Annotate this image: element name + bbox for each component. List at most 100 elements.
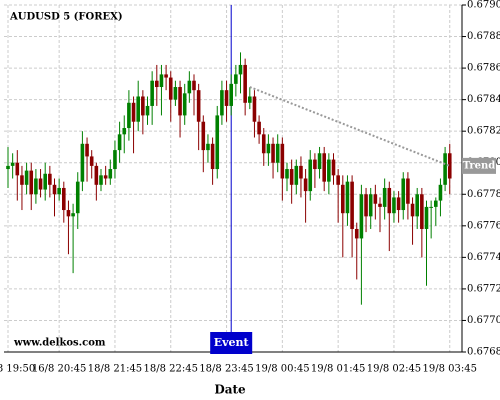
x-tick-label: 18/8 19:50 [0, 364, 35, 375]
candle-body [136, 96, 140, 122]
y-tick-label: 0.6778 [467, 189, 500, 200]
candle-body [113, 150, 117, 170]
candle-body [145, 105, 150, 116]
candle-body [122, 128, 127, 135]
candle-body [289, 169, 294, 185]
y-tick-label: 0.6770 [467, 315, 500, 326]
candle-body [396, 197, 401, 211]
candle-body [229, 83, 233, 106]
x-tick-label: 19/8 01:45 [311, 364, 365, 375]
candle-body [410, 203, 415, 217]
candle-body [341, 184, 345, 214]
candle-body [75, 181, 80, 214]
candle-body [43, 173, 47, 190]
candle-body [406, 178, 410, 204]
candle-body [20, 175, 24, 185]
candle-body [85, 143, 89, 157]
x-tick-label: 18/8 22:45 [144, 364, 198, 375]
candle-body [52, 184, 57, 195]
x-tick-label: 19/8 00:45 [255, 364, 309, 375]
event-label-box [210, 332, 253, 354]
candle-body [327, 159, 331, 182]
candle-body [127, 102, 131, 129]
trend-label: Trend [463, 160, 496, 171]
candle-body [401, 178, 406, 211]
candle-body [178, 87, 182, 116]
candle-body [220, 90, 224, 116]
candle-body [108, 169, 113, 179]
candle-body [224, 90, 229, 106]
candle-body [62, 187, 66, 211]
candle-body [382, 187, 387, 207]
candle-body [201, 121, 206, 151]
candle-body [420, 194, 424, 229]
candle-body [80, 143, 85, 182]
candle-body [192, 80, 196, 91]
event-label: Event [214, 336, 250, 349]
candle-body [131, 102, 136, 122]
candle-body [308, 159, 313, 192]
candle-body [429, 206, 433, 208]
candle-body [336, 175, 340, 185]
chart-title: AUDUSD 5 (FOREX) [9, 12, 123, 23]
y-tick-label: 0.6776 [467, 220, 500, 231]
y-tick-label: 0.6784 [467, 94, 500, 105]
candle-body [331, 159, 336, 176]
candle-body [234, 74, 238, 84]
x-axis-label: Date [214, 383, 246, 397]
candle-body [280, 143, 285, 179]
candle-body [168, 77, 173, 100]
candle-body [266, 143, 271, 154]
x-tick-label: 19/8 03:45 [423, 364, 477, 375]
candle-body [275, 143, 280, 163]
candle-body [89, 156, 94, 166]
candle-body [173, 87, 178, 100]
candle-body [150, 80, 154, 106]
candle-body [71, 213, 75, 217]
candle-body [359, 194, 364, 239]
watermark: www.delkos.com [13, 338, 106, 349]
candle-body [99, 175, 103, 185]
candle-body [24, 170, 29, 185]
candle-body [141, 96, 145, 116]
candle-body [238, 64, 243, 75]
candle-body [378, 203, 382, 207]
trend-label-box [462, 157, 496, 174]
candle-body [103, 175, 108, 179]
candle-body [294, 165, 299, 185]
candle-body [271, 143, 275, 163]
candle-body [164, 74, 168, 78]
y-tick-label: 0.6768 [467, 347, 500, 358]
x-tick-label: 18/8 23:45 [199, 364, 253, 375]
candle-body [215, 115, 220, 170]
candle-body [392, 197, 396, 214]
candle-body [317, 153, 322, 170]
candle-body [261, 134, 266, 154]
y-tick-label: 0.6786 [467, 63, 500, 74]
y-tick-label: 0.6772 [467, 283, 500, 294]
candle-body [373, 194, 378, 204]
candle-body [187, 80, 192, 94]
candle-body [438, 184, 443, 201]
candle-body [387, 187, 392, 214]
y-tick-label: 0.6788 [467, 31, 500, 42]
candle-body [159, 74, 164, 88]
candle-body [424, 206, 429, 229]
candle-body [443, 153, 447, 185]
x-tick-label: 16/8 20:45 [32, 364, 86, 375]
candle-body [94, 165, 99, 185]
candle-body [434, 200, 438, 207]
candle-body [322, 153, 326, 182]
candle-body [29, 170, 34, 195]
candle-body [196, 90, 201, 122]
x-tick-label: 18/8 21:45 [88, 364, 142, 375]
y-tick-label: 0.6782 [467, 126, 500, 137]
candle-body [313, 159, 317, 170]
y-tick-label: 0.6790 [467, 0, 500, 11]
candle-body [350, 181, 354, 229]
candle-body [155, 80, 159, 88]
candle-body [34, 178, 38, 195]
candle-body [415, 194, 419, 217]
